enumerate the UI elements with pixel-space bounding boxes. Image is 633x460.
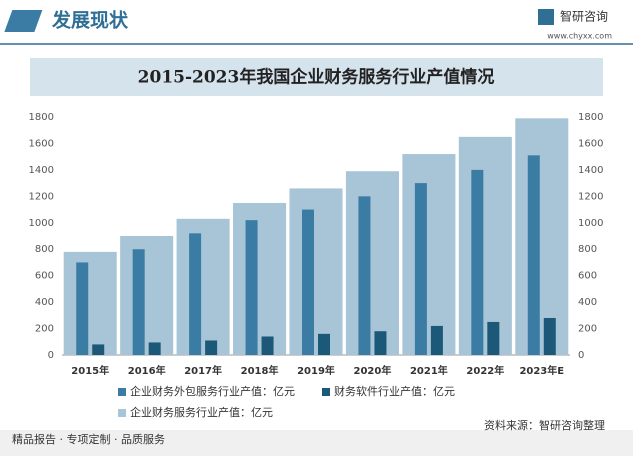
y-tick-label: 200 [35, 324, 54, 335]
x-tick-label: 2016年 [128, 364, 166, 377]
footer-left: 精品报告 · 专项定制 · 品质服务 [12, 432, 165, 446]
bar [358, 196, 371, 355]
y-tick-label: 400 [35, 297, 54, 308]
x-tick-label: 2022年 [466, 364, 504, 377]
chart-title: 2015-2023年我国企业财务服务行业产值情况 [138, 67, 495, 88]
y2-tick-label: 200 [578, 324, 597, 335]
bar [245, 220, 258, 355]
bar [205, 340, 218, 355]
y-tick-label: 600 [35, 271, 54, 282]
brand: 智研咨询 [560, 9, 608, 24]
y2-tick-label: 800 [578, 244, 597, 255]
x-tick-label: 2015年 [71, 364, 109, 377]
bar [189, 233, 202, 355]
bar [430, 325, 443, 355]
y2-tick-label: 400 [578, 297, 597, 308]
header-bar [0, 0, 633, 42]
header-icon [4, 10, 43, 32]
y-tick-label: 1800 [29, 112, 54, 123]
source: 资料来源：智研咨询整理 [484, 418, 605, 432]
legend-label: 企业财务服务行业产值：亿元 [130, 405, 273, 419]
bar [261, 336, 274, 355]
legend-label: 财务软件行业产值：亿元 [334, 384, 455, 398]
bar [92, 344, 105, 355]
brand-url: www.chyxx.com [547, 32, 612, 41]
bar [487, 321, 500, 355]
bar [318, 333, 330, 355]
bar [458, 136, 512, 355]
y-tick-label: 1200 [29, 191, 54, 202]
x-tick-label: 2017年 [184, 364, 222, 377]
brand-logo [538, 9, 554, 25]
legend-swatch [118, 388, 126, 396]
bar [289, 188, 343, 355]
y-tick-label: 0 [48, 350, 54, 361]
legend-label: 企业财务外包服务行业产值：亿元 [130, 384, 295, 398]
y2-tick-label: 1800 [578, 112, 603, 123]
bar [402, 154, 456, 355]
bar [515, 118, 569, 355]
legend-swatch [322, 388, 330, 396]
y2-tick-label: 1200 [578, 191, 603, 202]
y2-tick-label: 1400 [578, 165, 603, 176]
bar [233, 202, 287, 355]
y-tick-label: 800 [35, 244, 54, 255]
y2-tick-label: 1000 [578, 218, 603, 229]
bar [527, 155, 540, 355]
y-tick-label: 1600 [29, 138, 54, 149]
bar [148, 342, 161, 355]
title-band [30, 58, 603, 96]
bar [132, 249, 145, 355]
y-tick-label: 1000 [29, 218, 54, 229]
y-tick-label: 1400 [29, 165, 54, 176]
x-tick-label: 2021年 [410, 364, 448, 377]
bar [76, 262, 89, 355]
x-tick-label: 2018年 [241, 364, 279, 377]
x-tick-label: 2019年 [297, 364, 335, 377]
bar [176, 218, 230, 355]
bar [63, 251, 117, 355]
header-title: 发展现状 [51, 9, 129, 32]
bar [414, 183, 427, 355]
x-tick-label: 2023年E [519, 364, 564, 377]
legend-swatch [118, 409, 126, 417]
x-tick-label: 2020年 [354, 364, 392, 377]
y2-tick-label: 0 [578, 350, 584, 361]
bar [345, 171, 399, 355]
bar [374, 331, 387, 355]
bar [302, 209, 314, 355]
y2-tick-label: 600 [578, 271, 597, 282]
footer-bar [0, 430, 633, 456]
bar [471, 169, 484, 355]
bar [120, 236, 174, 355]
y2-tick-label: 1600 [578, 138, 603, 149]
bar [543, 317, 556, 355]
